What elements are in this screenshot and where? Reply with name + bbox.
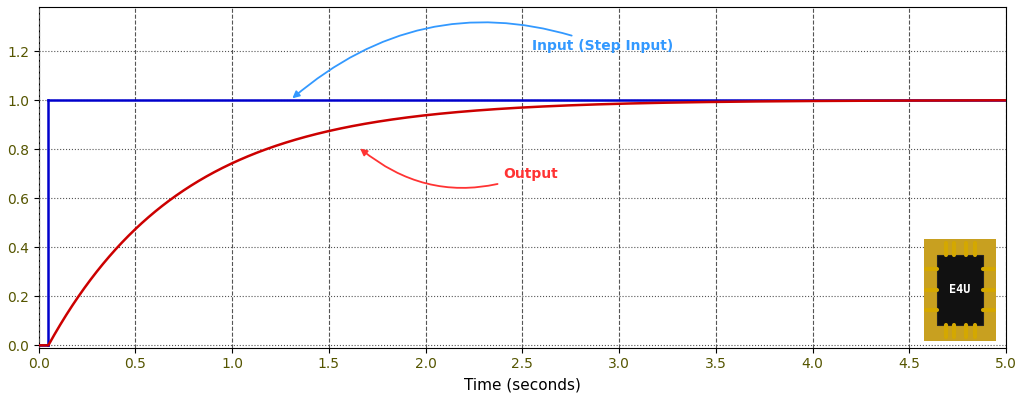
X-axis label: Time (seconds): Time (seconds) xyxy=(464,377,581,392)
Text: Output: Output xyxy=(361,150,558,188)
Text: Input (Step Input): Input (Step Input) xyxy=(294,22,674,97)
